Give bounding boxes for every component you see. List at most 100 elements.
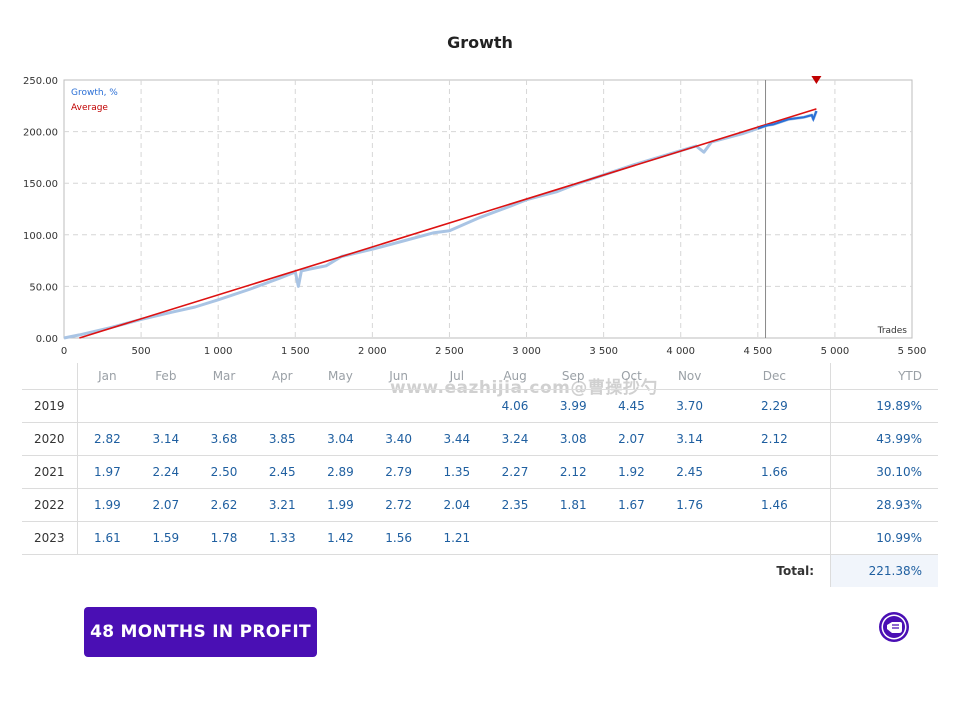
month-value-cell: 3.14: [660, 422, 719, 456]
month-column-header: Jul: [449, 369, 465, 383]
month-value-cell: 2.27: [485, 455, 545, 489]
x-tick-label: 2 000: [358, 346, 387, 357]
year-cell: 2021: [22, 455, 78, 489]
x-tick-label: 1 500: [281, 346, 310, 357]
month-value-cell: [311, 389, 370, 423]
month-value-cell: 4.45: [602, 389, 661, 423]
month-value-cell: [544, 521, 603, 555]
month-column-header: Nov: [677, 369, 702, 383]
x-tick-label: 4 000: [666, 346, 695, 357]
month-value-cell: 3.99: [544, 389, 603, 423]
month-column-header: Sep: [561, 369, 585, 383]
month-value-cell: 1.78: [194, 521, 254, 555]
month-value-cell: 1.35: [427, 455, 486, 489]
total-value: 221.38%: [830, 554, 938, 587]
month-column-header: Jun: [389, 369, 408, 383]
table-header-row: Jan Feb Mar Apr May Jun Jul Aug Sep Oct Nov Dec YTD: [22, 363, 938, 390]
month-value-cell: 2.50: [194, 455, 254, 489]
month-value-cell: 1.76: [660, 488, 719, 522]
y-tick-label: 200.00: [23, 128, 58, 139]
y-tick-label: 50.00: [29, 282, 58, 293]
x-tick-label: 0: [61, 346, 67, 357]
month-column-header: Dec: [762, 369, 786, 383]
month-column-header: May: [328, 369, 353, 383]
month-value-cell: 3.24: [485, 422, 545, 456]
month-value-cell: 2.12: [718, 422, 831, 456]
month-value-cell: 2.62: [194, 488, 254, 522]
month-value-cell: 1.61: [77, 521, 137, 555]
total-row-spacer: [22, 555, 719, 588]
month-value-cell: 1.92: [602, 455, 661, 489]
average-end-marker: [811, 76, 822, 84]
month-column-header: Jan: [98, 369, 117, 383]
growth-recent-segment: [757, 110, 818, 130]
ytd-column-header: YTD: [830, 363, 938, 390]
month-value-cell: 1.99: [311, 488, 370, 522]
month-value-cell: 1.59: [136, 521, 195, 555]
x-tick-label: 5 000: [821, 346, 850, 357]
x-axis-label: Trades: [877, 326, 908, 336]
month-value-cell: [602, 521, 661, 555]
month-value-cell: 1.66: [718, 455, 831, 489]
month-value-cell: 1.97: [77, 455, 137, 489]
monthly-returns-table: Jan Feb Mar Apr May Jun Jul Aug Sep Oct Nov Dec YTD …: [22, 363, 938, 587]
month-value-cell: [427, 389, 486, 423]
month-column-header: Feb: [155, 369, 177, 383]
year-cell: 2023: [22, 521, 78, 555]
total-label: Total:: [776, 564, 814, 578]
x-tick-label: 4 500: [743, 346, 772, 357]
legend-growth: Growth, %: [71, 88, 118, 98]
month-value-cell: 2.79: [369, 455, 428, 489]
month-value-cell: 3.40: [369, 422, 428, 456]
legend-average: Average: [71, 103, 108, 113]
month-value-cell: 2.29: [718, 389, 831, 423]
x-tick-label: 500: [132, 346, 151, 357]
month-value-cell: 2.24: [136, 455, 195, 489]
month-value-cell: 2.45: [253, 455, 312, 489]
growth-chart: 0.00 50.00 100.00 150.00 200.00 250.00 0 500 1 0…: [23, 76, 927, 357]
month-value-cell: 2.89: [311, 455, 370, 489]
year-column-header: [22, 363, 78, 390]
table-row: 2019 4.06 3.99 4.45 3.70 2.29 19.89%: [22, 389, 938, 423]
ytd-value-cell: 19.89%: [830, 389, 938, 423]
month-value-cell: 3.85: [253, 422, 312, 456]
average-series-line: [79, 108, 817, 339]
month-value-cell: [660, 521, 719, 555]
month-value-cell: 3.04: [311, 422, 370, 456]
month-value-cell: 2.45: [660, 455, 719, 489]
month-value-cell: 2.72: [369, 488, 428, 522]
month-column-header: Aug: [503, 369, 527, 383]
month-value-cell: 1.67: [602, 488, 661, 522]
months-in-profit-button[interactable]: 48 MONTHS IN PROFIT: [84, 607, 317, 657]
month-value-cell: 1.42: [311, 521, 370, 555]
month-value-cell: 3.14: [136, 422, 195, 456]
x-tick-label: 5 500: [898, 346, 927, 357]
chart-title: Growth: [447, 33, 513, 52]
x-tick-label: 1 000: [204, 346, 233, 357]
month-value-cell: 3.44: [427, 422, 486, 456]
year-cell: 2019: [22, 389, 78, 423]
x-tick-label: 3 000: [512, 346, 541, 357]
month-value-cell: 3.68: [194, 422, 254, 456]
ytd-value-cell: 43.99%: [830, 422, 938, 456]
y-tick-label: 250.00: [23, 76, 58, 87]
table-row: 2021 1.97 2.24 2.50 2.45 2.89 2.79 1.35 2.27 2.12…: [22, 455, 938, 489]
month-value-cell: 2.12: [544, 455, 603, 489]
year-cell: 2022: [22, 488, 78, 522]
table-row: 2022 1.99 2.07 2.62 3.21 1.99 2.72 2.04 2.35 1.81…: [22, 488, 938, 522]
month-value-cell: 1.33: [253, 521, 312, 555]
month-value-cell: [369, 389, 428, 423]
month-value-cell: 1.21: [427, 521, 486, 555]
month-value-cell: 1.56: [369, 521, 428, 555]
x-tick-label: 3 500: [589, 346, 618, 357]
month-value-cell: [253, 389, 312, 423]
hand-badge-icon[interactable]: [878, 611, 910, 643]
y-tick-label: 150.00: [23, 179, 58, 190]
month-value-cell: [136, 389, 195, 423]
month-column-header: Oct: [621, 369, 642, 383]
month-value-cell: [194, 389, 254, 423]
month-value-cell: 3.21: [253, 488, 312, 522]
month-value-cell: 1.46: [718, 488, 831, 522]
month-column-header: Mar: [212, 369, 236, 383]
month-value-cell: 1.81: [544, 488, 603, 522]
